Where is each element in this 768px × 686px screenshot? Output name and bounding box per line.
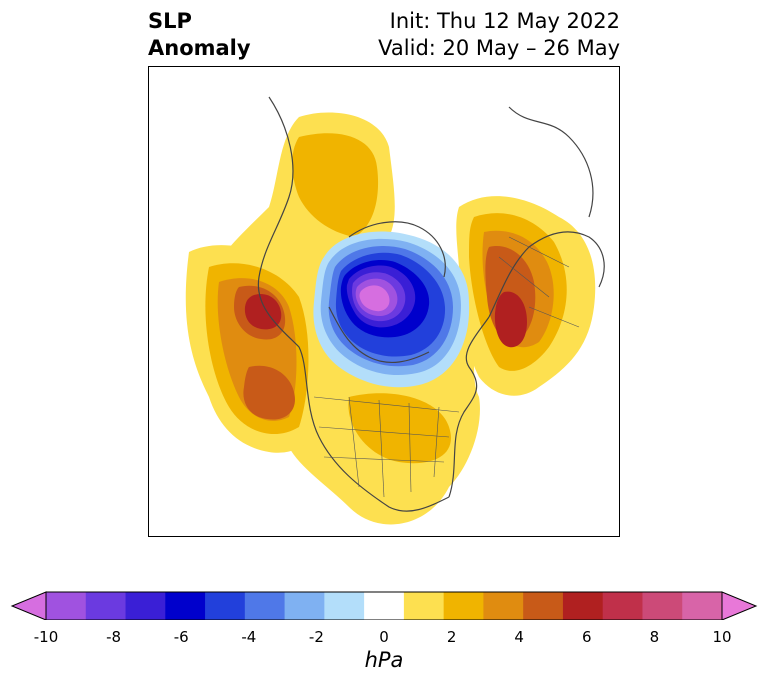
init-date-label: Init: Thu 12 May 2022	[389, 9, 620, 33]
coastlines	[257, 96, 605, 512]
colorbar-bin	[682, 592, 723, 620]
slp-anomaly-map	[148, 66, 620, 537]
colorbar-svg	[10, 591, 758, 625]
title-variable-line1: SLP	[148, 9, 192, 33]
colorbar-tick-label: 0	[379, 628, 389, 646]
colorbar-tick-label: -8	[106, 628, 122, 646]
colorbar-tick-label: 8	[649, 628, 660, 646]
colorbar-bin	[324, 592, 365, 620]
colorbar-bin	[244, 592, 286, 620]
colorbar-bin	[562, 592, 604, 620]
colorbar-tick-label: 2	[446, 628, 457, 646]
colorbar-bin	[46, 592, 87, 620]
colorbar-extend-high	[721, 591, 758, 621]
colorbar-bin	[602, 592, 643, 620]
colorbar-tick-label: -2	[308, 628, 324, 646]
colorbar-tick-label: 10	[712, 628, 732, 646]
colorbar-unit-label: hPa	[364, 648, 404, 672]
map-canvas	[185, 96, 605, 525]
valid-date-label: Valid: 20 May – 26 May	[378, 36, 620, 60]
colorbar-bin	[403, 592, 445, 620]
colorbar-tick-label: -10	[33, 628, 59, 646]
colorbar-bin	[125, 592, 166, 620]
colorbar-bin	[284, 592, 325, 620]
colorbar	[0, 580, 768, 625]
colorbar-bin	[205, 592, 246, 620]
colorbar-tick-label: -4	[241, 628, 257, 646]
colorbar-tick-label: 6	[582, 628, 592, 646]
colorbar-tick-label: 4	[514, 628, 524, 646]
colorbar-bin	[642, 592, 683, 620]
colorbar-bin	[523, 592, 564, 620]
colorbar-bin	[483, 592, 524, 620]
colorbar-bin	[165, 592, 206, 620]
colorbar-bin	[443, 592, 484, 620]
country-borders	[313, 236, 580, 498]
chart-title-dates: Init: Thu 12 May 2022 Valid: 20 May – 26…	[378, 8, 620, 62]
colorbar-bin	[85, 592, 127, 620]
title-variable-line2: Anomaly	[148, 36, 251, 60]
chart-title-variable: SLP Anomaly	[148, 8, 251, 62]
colorbar-tick-label: -6	[173, 628, 189, 646]
colorbar-extend-low	[10, 591, 47, 621]
colorbar-bin	[364, 592, 405, 620]
